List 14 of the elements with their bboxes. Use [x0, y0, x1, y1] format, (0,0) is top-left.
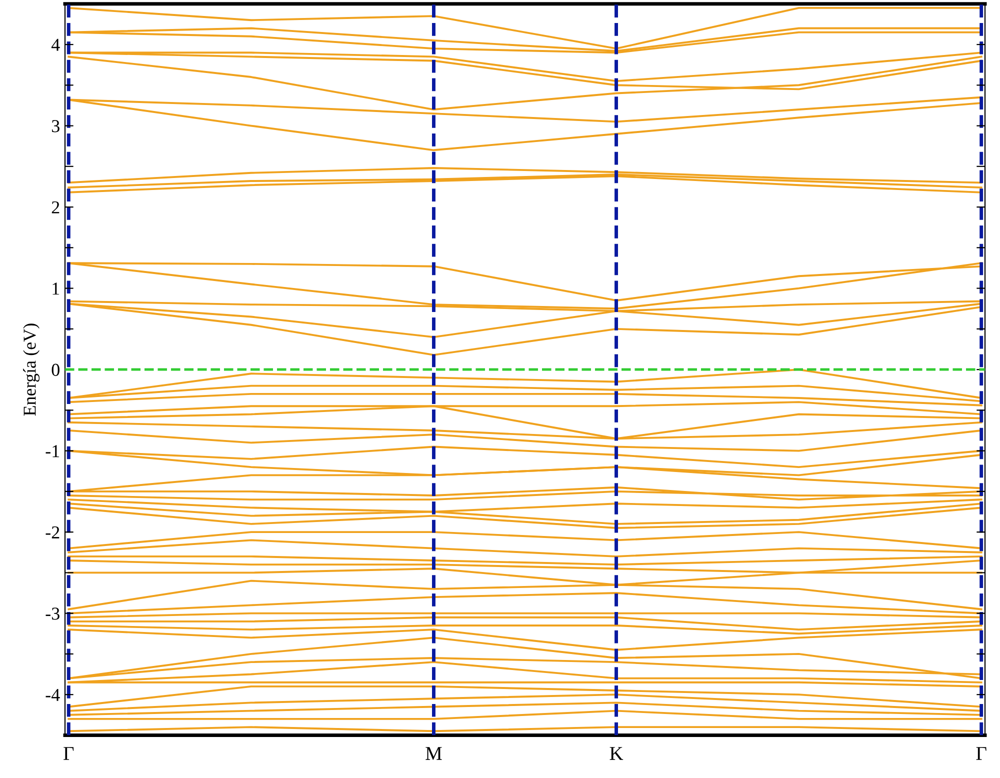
y-tick-label: -2: [46, 526, 60, 538]
y-tick-label: 2: [52, 201, 60, 214]
x-tick-label: Γ: [976, 747, 986, 760]
y-axis-title: Energía (eV): [23, 324, 40, 416]
x-tick-label: Γ: [64, 747, 74, 760]
y-tick-label: 3: [52, 120, 60, 132]
y-tick-label: -4: [46, 688, 60, 701]
y-tick-label: 4: [51, 38, 60, 51]
x-tick-label: M: [426, 747, 442, 760]
y-tick-label: 0: [52, 364, 60, 376]
y-tick-label: -3: [46, 608, 60, 620]
x-tick-label: K: [610, 747, 624, 760]
y-tick-label: 1: [52, 282, 60, 295]
y-tick-label: -1: [46, 445, 60, 458]
